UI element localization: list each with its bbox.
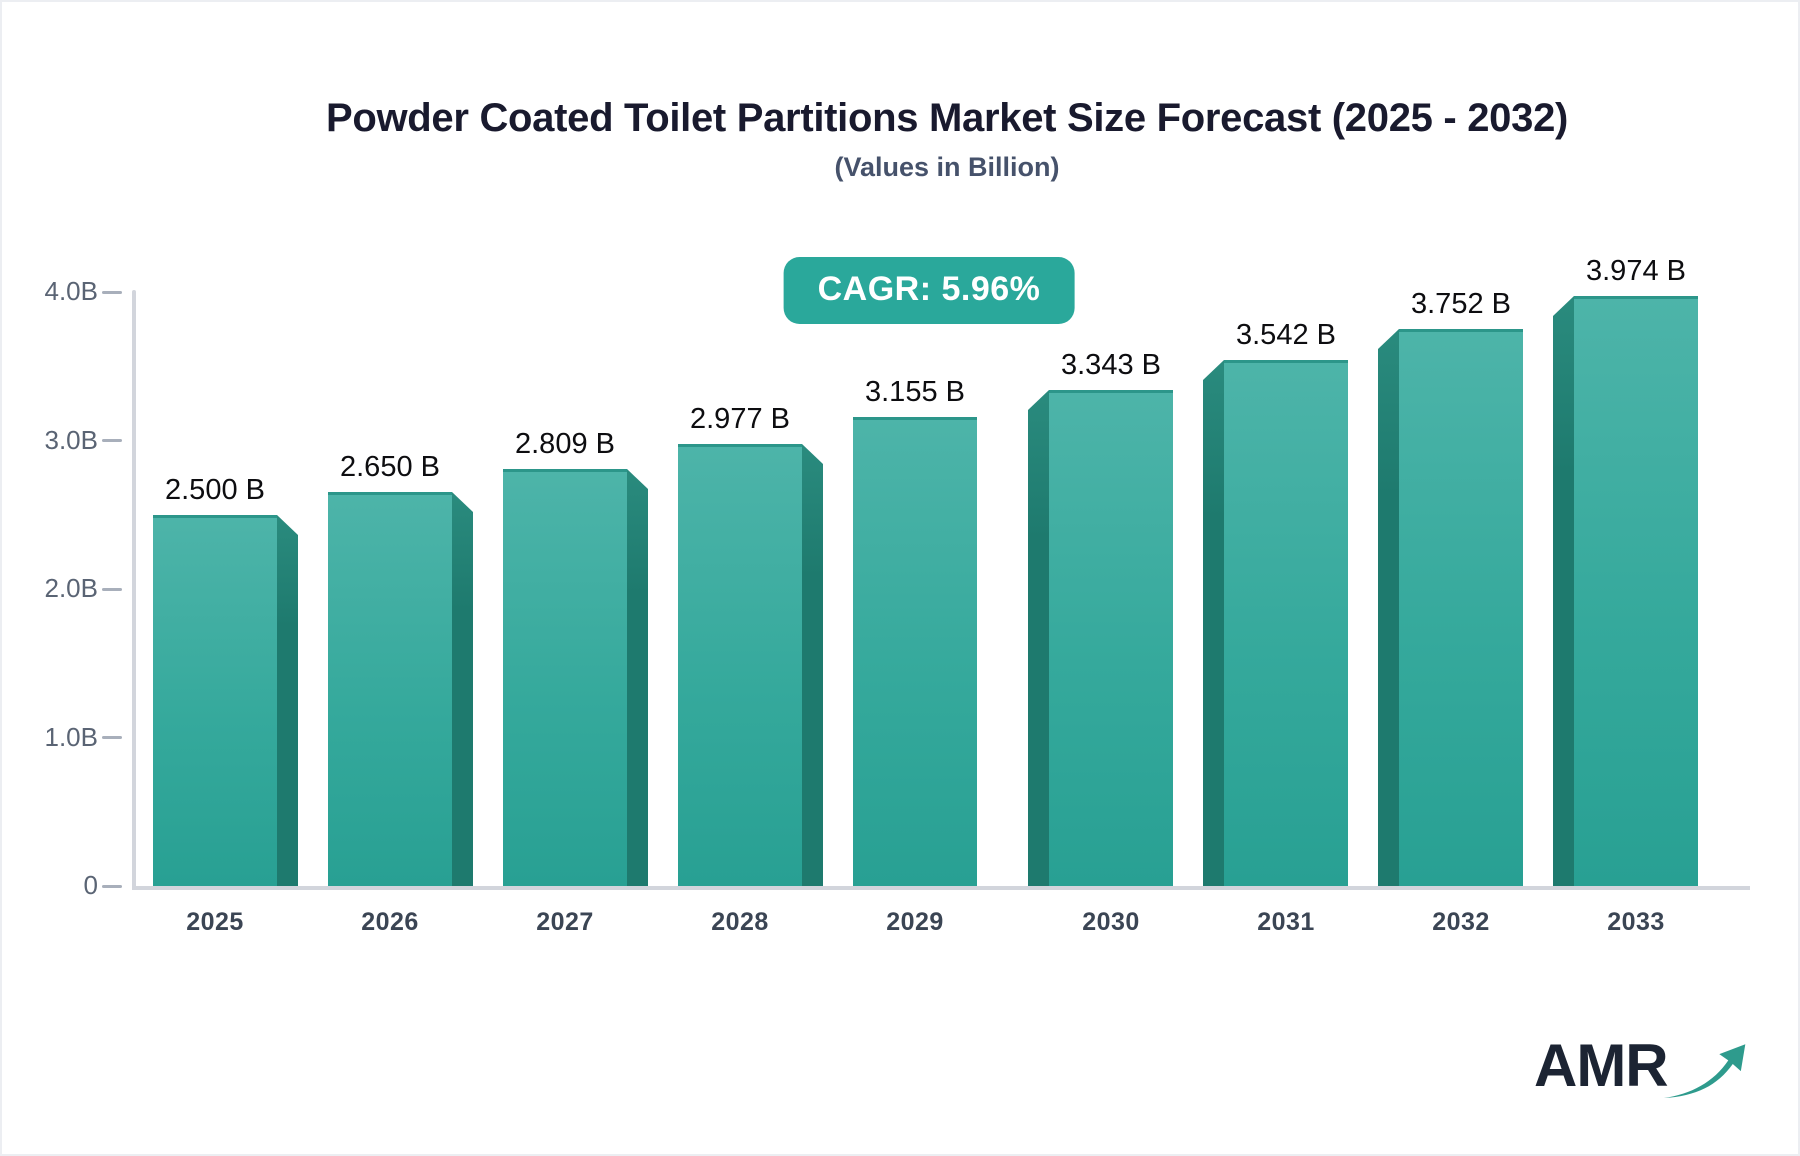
bar-2025 [153,515,298,886]
x-tick-label-2026: 2026 [361,908,419,936]
amr-logo: AMR [1534,1036,1748,1107]
bar-side-2028 [802,444,823,886]
amr-logo-text: AMR [1534,1032,1669,1099]
bar-side-2031 [1203,360,1224,886]
bar-2031 [1203,360,1348,886]
chart-subtitle: (Values in Billion) [834,152,1060,182]
bar-face-2025 [153,515,277,886]
bar-face-2028 [678,444,802,886]
x-tick-label-2030: 2030 [1082,908,1140,936]
y-tick-label-0: 4.0B [44,276,99,306]
bar-side-2025 [277,515,298,886]
y-tick-dash-3 [102,736,122,739]
y-tick-dash-0 [102,290,122,294]
value-label-2029: 3.155 B [865,376,965,408]
bar-2030 [1028,390,1173,886]
x-tick-label-2027: 2027 [536,908,594,936]
y-tick-label-2: 2.0B [44,573,99,603]
y-axis-line [132,290,136,888]
y-tick-label-1: 3.0B [44,424,99,455]
bar-face-2026 [328,492,452,886]
bar-2032 [1378,329,1523,886]
bar-2026 [328,492,473,886]
value-label-2027: 2.809 B [515,428,615,460]
value-label-2025: 2.500 B [165,474,265,506]
growth-arrow-icon [1662,1042,1748,1107]
x-tick-label-2033: 2033 [1607,908,1665,936]
chart-title: Powder Coated Toilet Partitions Market S… [325,96,1569,140]
bar-face-2033 [1574,296,1698,886]
x-tick-label-2025: 2025 [186,908,244,936]
bar-2028 [678,444,823,886]
value-label-2033: 3.974 B [1586,255,1686,287]
y-tick-dash-4 [102,884,122,888]
y-tick-dash-2 [102,587,122,591]
bar-2033 [1553,296,1698,886]
x-tick-label-2029: 2029 [886,908,944,936]
bar-face-2029 [853,417,977,886]
y-tick-dash-1 [102,439,122,442]
bar-side-2032 [1378,329,1399,886]
bar-2029 [853,417,977,886]
value-label-2031: 3.542 B [1236,319,1336,351]
bar-side-2030 [1028,390,1049,886]
cagr-badge: CAGR: 5.96% [783,257,1075,324]
x-tick-label-2032: 2032 [1432,908,1490,936]
value-label-2028: 2.977 B [690,403,790,435]
value-label-2026: 2.650 B [340,451,440,483]
bar-face-2032 [1399,329,1523,886]
bar-face-2030 [1049,390,1173,886]
bar-side-2033 [1553,296,1574,886]
y-tick-label-3: 1.0B [44,721,99,752]
bar-2027 [503,469,648,886]
x-axis-baseline [132,886,1750,890]
bar-face-2027 [503,469,627,886]
x-tick-label-2031: 2031 [1257,908,1315,936]
bar-side-2027 [627,469,648,886]
value-label-2030: 3.343 B [1061,349,1161,381]
y-tick-label-4: 0 [83,870,98,900]
bar-face-2031 [1224,360,1348,886]
value-label-2032: 3.752 B [1411,288,1511,320]
bar-side-2026 [452,492,473,886]
x-tick-label-2028: 2028 [711,908,769,936]
